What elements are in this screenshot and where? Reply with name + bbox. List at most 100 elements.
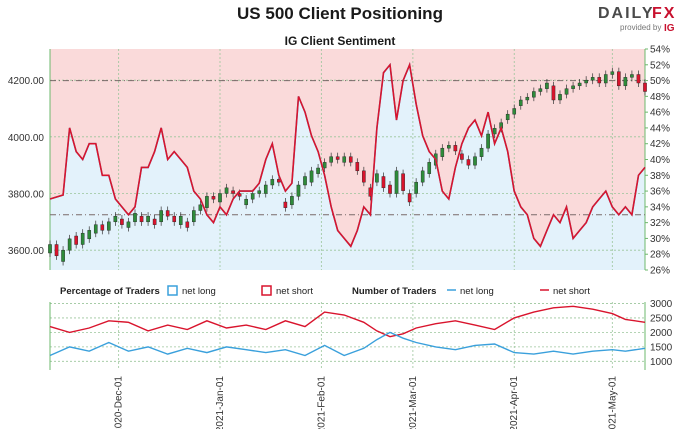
candle-body — [584, 79, 588, 84]
candle-body — [486, 133, 490, 149]
right-axis-tick-label: 38% — [650, 171, 670, 182]
candle-body — [205, 196, 209, 208]
candle-body — [224, 187, 229, 194]
candle-body — [564, 88, 569, 95]
right-axis-tick-label: 30% — [650, 234, 670, 245]
candle-body — [100, 224, 105, 231]
candle-body — [571, 85, 575, 89]
candle-body — [250, 193, 255, 200]
candle-body — [133, 213, 137, 223]
net-short-line — [49, 61, 646, 248]
candle-body — [139, 215, 144, 223]
right-axis-tick-label: 26% — [650, 266, 670, 277]
candle-body — [198, 204, 203, 211]
candle-body — [61, 249, 65, 262]
right-axis-tick-label: 32% — [650, 218, 670, 229]
legend-pct-title: Percentage of Traders — [60, 286, 160, 297]
candle-body — [120, 218, 124, 225]
candle-body — [617, 71, 621, 87]
lower-right-axis-ticks: 3000 2500 2000 1500 1000 — [650, 299, 673, 368]
candle-body — [460, 153, 464, 160]
candle-body — [67, 238, 72, 251]
x-axis-tick-label: 2021-Apr-01 — [509, 376, 520, 429]
legend-num-short: net short — [553, 286, 590, 297]
candle-body — [348, 156, 353, 163]
right-axis-tick-label: 52% — [650, 60, 670, 71]
chart-title: US 500 Client Positioning — [237, 4, 443, 23]
candle-body — [237, 193, 242, 197]
candle-body — [505, 113, 510, 121]
candle-body — [518, 99, 523, 106]
candle-body — [479, 147, 484, 157]
candle-body — [355, 162, 360, 172]
reference-lines — [50, 80, 645, 216]
candle-body — [231, 190, 235, 194]
x-axis-tick-label: 2021-Jan-01 — [215, 376, 226, 429]
right-axis-tick-label: 34% — [650, 202, 670, 213]
x-axis-tick-label: 2021-Feb-01 — [316, 376, 327, 429]
candle-body — [87, 230, 92, 240]
candle-body — [532, 91, 536, 98]
candle-body — [636, 74, 641, 84]
candle-body — [381, 176, 386, 189]
candle-body — [290, 196, 294, 206]
candle-body — [244, 198, 248, 206]
candle-body — [388, 184, 392, 194]
candle-body — [375, 173, 379, 183]
candle-body — [394, 170, 399, 194]
candle-body — [48, 244, 52, 254]
legend-pct-short: net short — [276, 286, 313, 297]
right-axis-tick-label: 44% — [650, 123, 670, 134]
candle-body — [492, 128, 497, 135]
brand-ig: IG — [664, 23, 675, 34]
candle-body — [165, 210, 170, 217]
candle-body — [329, 156, 333, 163]
lower-right-axis-tick-label: 2500 — [650, 313, 673, 324]
right-axis-ticks: 54% 52% 50% 48% 46% 44% 42% 40% 38% 36% 34% 32% 30% 2… — [645, 45, 670, 277]
chart-subtitle: IG Client Sentiment — [285, 34, 396, 48]
candle-body — [623, 77, 628, 87]
candle-body — [283, 201, 288, 208]
lower-right-axis-tick-label: 1500 — [650, 342, 673, 353]
candle-body — [551, 85, 556, 101]
candle-body — [440, 147, 445, 157]
legend-pct-long: net long — [182, 286, 216, 297]
candle-body — [74, 235, 78, 245]
candle-body — [512, 108, 517, 115]
lower-right-axis-tick-label: 3000 — [650, 299, 673, 310]
candle-body — [420, 170, 425, 183]
price-candles — [48, 67, 647, 266]
left-axis-tick-label: 4200.00 — [8, 76, 45, 87]
legend-pct-short-swatch — [261, 285, 272, 296]
right-axis-tick-label: 42% — [650, 139, 670, 150]
candle-body — [270, 179, 275, 186]
candle-body — [296, 184, 301, 197]
right-axis-tick-label: 28% — [650, 250, 670, 261]
candle-body — [466, 159, 471, 166]
candle-body — [80, 232, 85, 245]
right-axis-tick-label: 50% — [650, 76, 670, 87]
candle-body — [146, 215, 150, 223]
lower-grid — [49, 302, 646, 370]
candle-body — [545, 82, 549, 89]
lower-right-axis-tick-label: 1000 — [650, 357, 673, 368]
main-panel: 4200.00 4000.00 3800.00 3600.00 54% 52% 50% 48… — [8, 45, 670, 277]
traders-net-long-line — [49, 331, 646, 357]
candle-body — [113, 215, 118, 223]
left-axis-ticks: 4200.00 4000.00 3800.00 3600.00 — [8, 76, 45, 257]
legend-pct-long-swatch — [167, 285, 178, 296]
candle-body — [126, 221, 131, 228]
candle-body — [414, 181, 418, 194]
candle-body — [610, 71, 615, 75]
dailyfx-logo: DAILY FX provided by IG — [598, 5, 675, 34]
candle-body — [218, 193, 222, 203]
candle-body — [630, 74, 634, 78]
brand-provided-by: provided by — [620, 23, 661, 32]
candle-body — [558, 94, 562, 101]
candle-body — [303, 176, 307, 186]
candle-body — [93, 224, 98, 234]
candle-body — [335, 156, 340, 160]
candle-body — [643, 82, 647, 92]
left-axis-tick-label: 3600.00 — [8, 246, 45, 257]
